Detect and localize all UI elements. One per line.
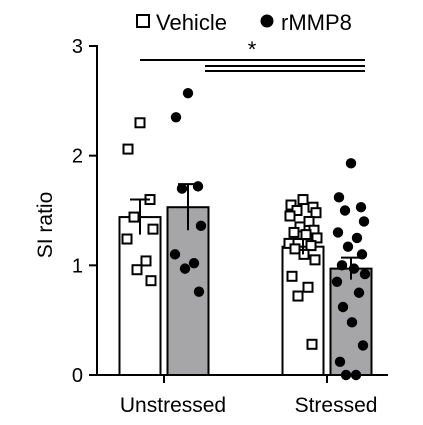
data-point-circle (337, 301, 349, 313)
data-point-square (121, 233, 133, 245)
data-point-square (306, 338, 318, 350)
y-tick-label: 0 (72, 365, 83, 387)
y-tick-label: 1 (72, 255, 83, 277)
data-point-square (284, 210, 296, 222)
data-point-square (305, 240, 317, 252)
x-tick-label: Unstressed (120, 394, 226, 417)
data-point-circle (192, 181, 204, 192)
data-point-square (303, 215, 315, 227)
data-point-circle (359, 268, 371, 280)
data-point-square (292, 290, 304, 302)
data-point-circle (331, 276, 343, 287)
data-point-square (131, 264, 143, 276)
data-point-circle (176, 183, 188, 194)
y-axis-label: SI ratio (34, 192, 57, 259)
data-point-circle (351, 232, 363, 244)
data-point-circle (334, 356, 346, 368)
data-point-circle (336, 260, 348, 271)
data-point-circle (170, 112, 182, 123)
data-point-square (134, 117, 146, 129)
data-point-circle (332, 227, 344, 238)
data-point-circle (195, 220, 207, 232)
y-tick-label: 3 (72, 36, 83, 58)
data-point-circle (355, 202, 367, 213)
data-point-circle (346, 317, 358, 328)
data-point-square (122, 143, 134, 155)
legend-label-vehicle: Vehicle (156, 10, 227, 35)
legend-label-rmmp8: rMMP8 (281, 10, 352, 35)
data-point-square (145, 275, 157, 287)
data-point-square (302, 281, 314, 293)
data-point-circle (182, 87, 194, 99)
data-point-circle (342, 241, 354, 252)
data-point-square (311, 232, 323, 244)
data-point-circle (358, 216, 370, 227)
data-point-circle (345, 158, 357, 169)
data-point-circle (179, 263, 191, 274)
data-point-square (309, 254, 321, 266)
data-point-circle (353, 287, 365, 298)
data-point-circle (169, 249, 181, 260)
data-point-circle (339, 205, 351, 216)
y-tick-label: 2 (72, 146, 83, 168)
data-point-circle (188, 257, 200, 269)
data-point-square (289, 243, 301, 255)
bar-vehicle-stressed (281, 245, 325, 376)
data-point-square (288, 226, 300, 238)
data-point-square (300, 229, 312, 241)
error-bars-layer (130, 183, 361, 280)
data-point-square (310, 207, 322, 219)
legend: Vehicle rMMP8 (136, 10, 352, 35)
data-point-square (147, 223, 159, 235)
data-point-square (297, 194, 309, 206)
data-point-circle (357, 340, 369, 351)
data-point-circle (193, 286, 205, 297)
data-point-square (128, 211, 140, 223)
axes-layer: 0 1 2 3 Unstressed Stressed (72, 36, 388, 417)
data-point-square (286, 270, 298, 282)
legend-circle-marker (260, 14, 274, 28)
significance-annotations: * (140, 37, 365, 72)
data-point-circle (333, 192, 345, 203)
significance-star: * (248, 37, 257, 62)
legend-square-marker (136, 14, 150, 28)
x-tick-label: Stressed (295, 394, 378, 417)
data-point-square (140, 255, 152, 267)
